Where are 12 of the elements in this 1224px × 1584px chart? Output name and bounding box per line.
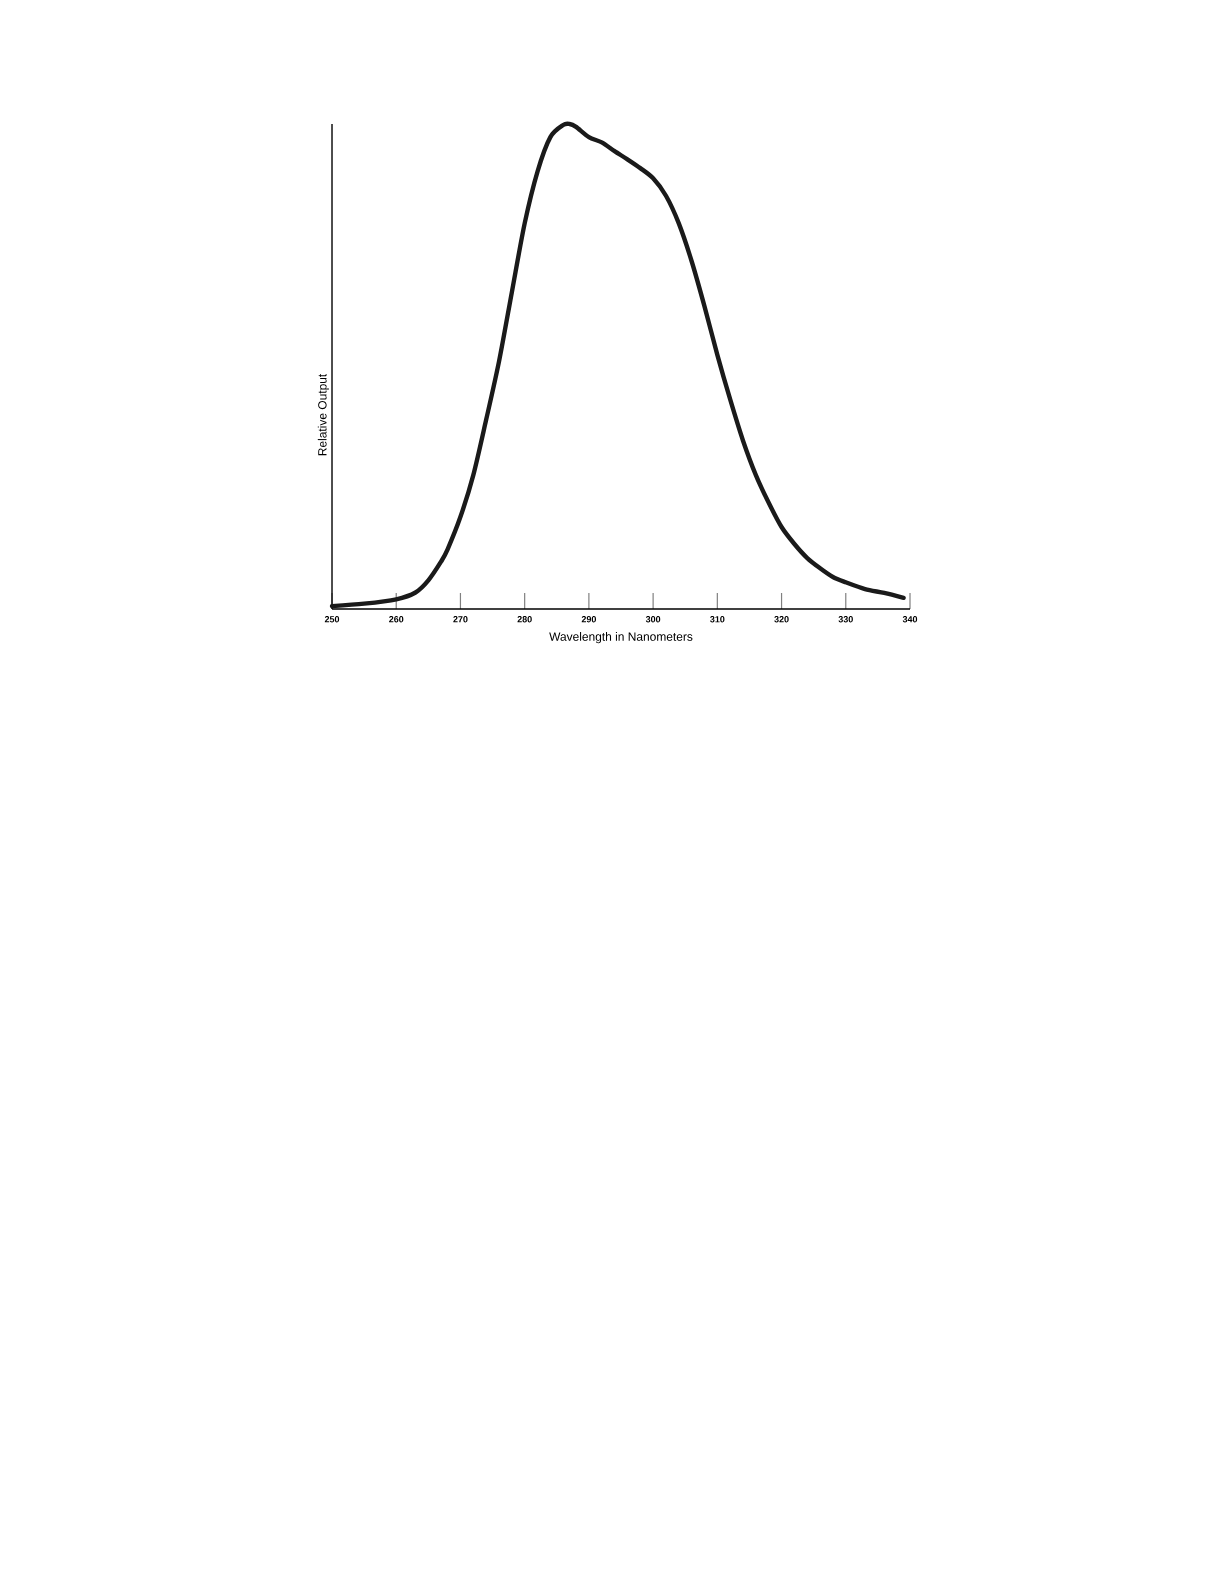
x-tick-label: 290 (581, 616, 597, 623)
x-tick-label: 330 (838, 616, 853, 623)
x-axis-title: Wavelength in Nanometers (549, 632, 693, 644)
y-axis-title: Relative Output (317, 373, 329, 456)
x-tick-label: 260 (389, 616, 404, 623)
x-tick-label: 300 (645, 616, 661, 623)
x-tick-label: 280 (517, 616, 532, 623)
x-tick-label: 310 (710, 616, 725, 623)
x-tick-label: 340 (902, 616, 918, 623)
x-tick-label: 250 (324, 616, 340, 623)
x-tick-label: 320 (774, 616, 789, 623)
x-tick-label: 270 (453, 616, 468, 623)
